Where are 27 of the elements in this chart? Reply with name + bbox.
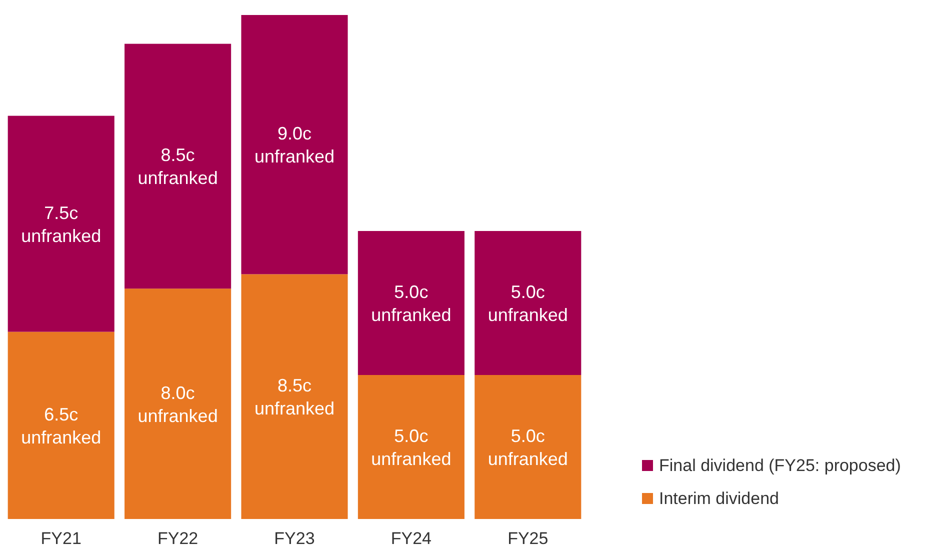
legend-label: Interim dividend [659, 489, 780, 508]
bar [8, 332, 114, 519]
data-label: 6.5c unfranked [21, 404, 102, 448]
x-tick-label: FY23 [274, 529, 315, 548]
data-label: 8.5c unfranked [138, 145, 218, 188]
x-tick-label: FY25 [508, 529, 548, 548]
x-tick-label: FY22 [157, 529, 198, 548]
x-tick-label: FY21 [40, 529, 82, 548]
bar [358, 231, 464, 375]
data-label: 5.0c unfranked [371, 426, 452, 469]
bar [358, 375, 464, 519]
bar [241, 274, 348, 519]
bar [8, 116, 114, 332]
bar [474, 231, 582, 375]
data-label: 5.0c unfranked [488, 426, 568, 469]
legend-label: Final dividend (FY25: proposed) [659, 456, 901, 475]
data-label: 9.0c unfranked [254, 124, 335, 167]
bar [124, 44, 232, 289]
bar [474, 375, 582, 519]
data-label: 8.0c unfranked [138, 382, 218, 426]
data-label: 5.0c unfranked [488, 282, 568, 325]
bar [241, 15, 348, 274]
bar [124, 288, 232, 519]
data-label: 8.5c unfranked [254, 376, 335, 419]
x-tick-label: FY24 [390, 529, 432, 548]
data-label: 5.0c unfranked [371, 282, 452, 325]
data-label: 7.5c unfranked [21, 202, 102, 246]
